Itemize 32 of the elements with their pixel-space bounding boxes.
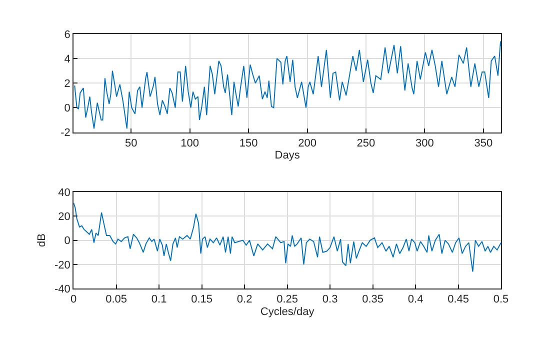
y-tick-label: 0 — [64, 102, 70, 115]
x-tick-label: 350 — [474, 138, 493, 150]
x-tick-label: 300 — [416, 138, 434, 150]
y-tick-label: -2 — [60, 127, 70, 140]
x-tick-label: 0.45 — [448, 294, 469, 306]
y-tick-label: 6 — [64, 28, 70, 41]
y-tick-label: 0 — [64, 235, 70, 248]
x-tick-label: 100 — [180, 138, 200, 150]
x-tick-label: 0.1 — [151, 294, 167, 306]
x-tick-label: 0.15 — [191, 294, 213, 306]
line-series — [74, 40, 502, 130]
x-tick-label: 0.05 — [106, 294, 128, 306]
x-tick-label: 0.2 — [236, 294, 252, 306]
y-tick-label: 2 — [64, 78, 70, 90]
x-tick-label: 0.5 — [493, 294, 509, 306]
y-tick-label: 40 — [58, 186, 70, 199]
y-tick-label: -40 — [54, 283, 70, 296]
x-tick-label: 0.35 — [362, 294, 384, 306]
x-tick-label: 200 — [298, 138, 316, 150]
x-tick-label: 0.4 — [408, 294, 424, 306]
y-tick-label: 4 — [64, 53, 70, 66]
x-tick-label: 0.25 — [276, 294, 298, 306]
y-tick-label: 20 — [58, 211, 70, 224]
x-axis-title: Cycles/day — [260, 306, 315, 318]
y-axis-title: dB — [36, 234, 48, 248]
x-tick-label: 150 — [239, 138, 258, 150]
x-tick-label: 250 — [356, 138, 376, 150]
line-series — [74, 202, 502, 272]
y-tick-label: -20 — [54, 259, 70, 272]
x-axis-title: Days — [274, 150, 300, 162]
x-tick-label: 50 — [125, 138, 138, 150]
x-tick-label: 0.3 — [322, 294, 338, 306]
